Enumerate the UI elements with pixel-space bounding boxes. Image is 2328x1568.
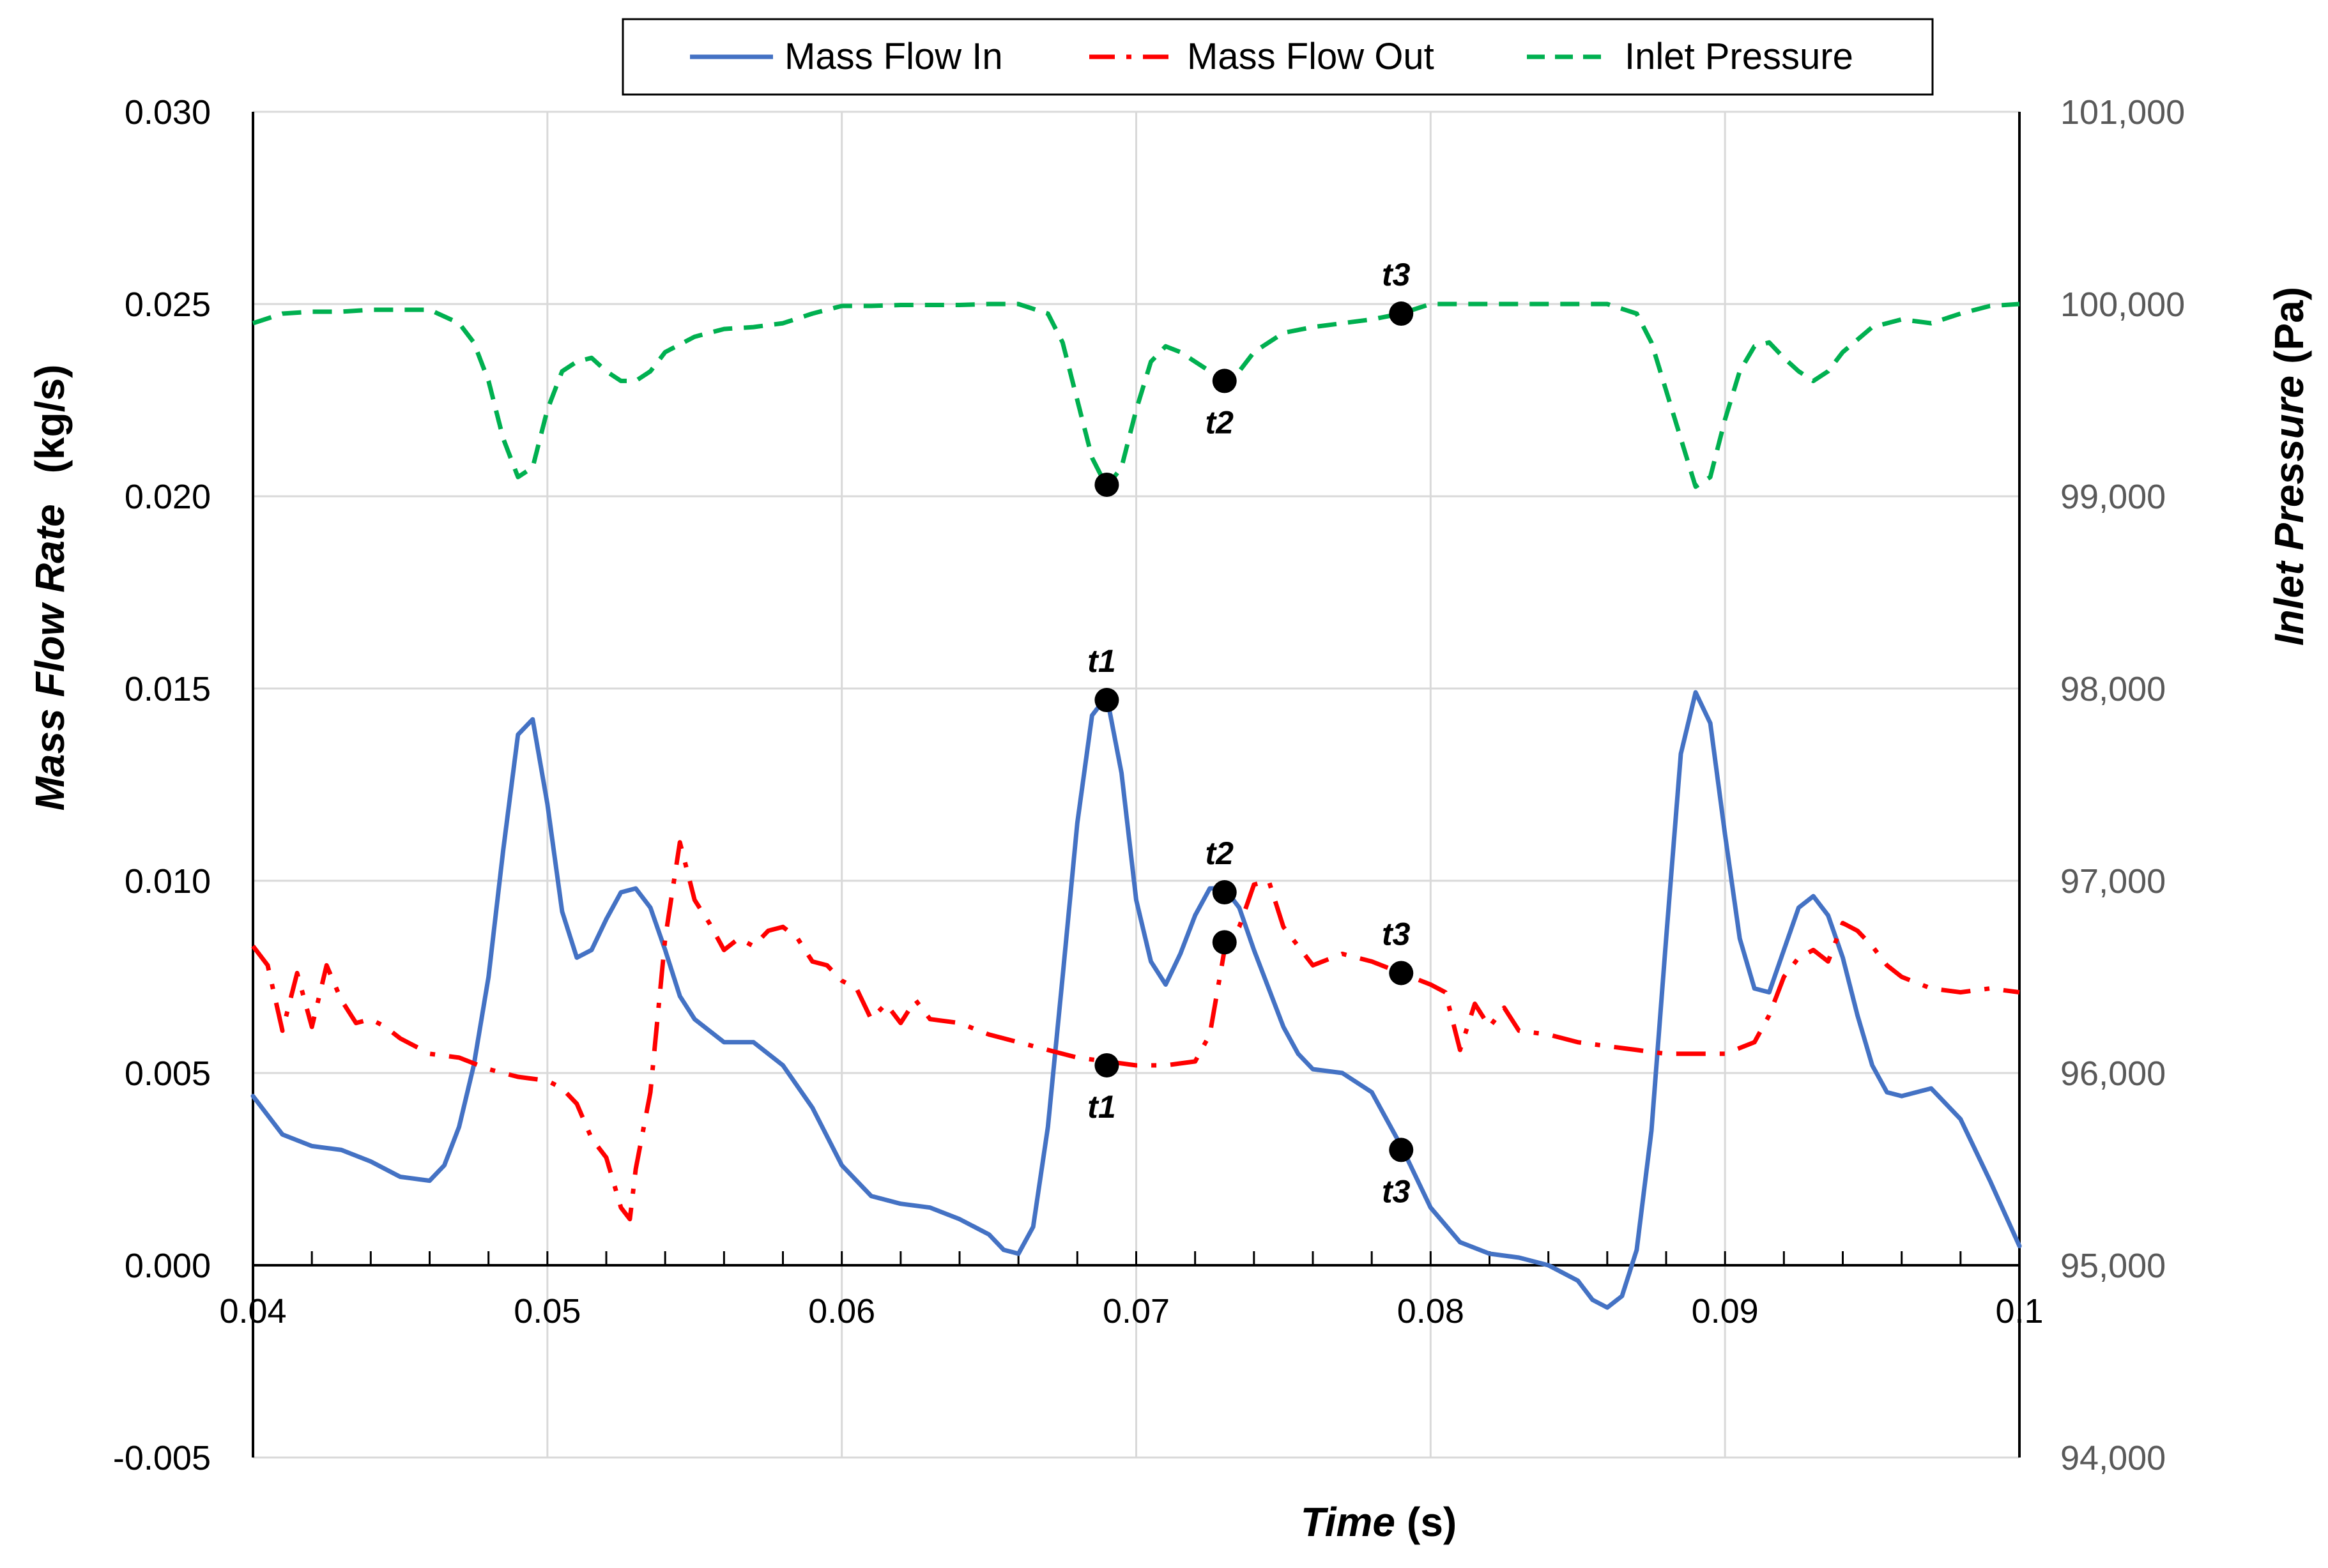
- y2-tick-label: 96,000: [2060, 1054, 2166, 1093]
- legend-box: [622, 18, 1934, 96]
- annotation-label-t2: t2: [1206, 404, 1234, 440]
- y-axis-ticks: -0.005 0.000 0.005 0.010 0.015 0.020 0.025 0.03…: [113, 93, 211, 1477]
- y2-tick-label: 94,000: [2060, 1439, 2166, 1477]
- y2-axis-title-main: Inlet Pressure: [2266, 376, 2312, 646]
- y2-axis-title-unit: (Pa): [2266, 287, 2312, 364]
- x-axis-title-unit: (s): [1407, 1499, 1457, 1545]
- y-axis-title-main: Mass Flow Rate: [27, 504, 73, 811]
- annotation-marker-t1: [1094, 688, 1119, 713]
- y2-axis-title: Inlet Pressure (Pa): [2266, 287, 2312, 646]
- annotation-label-t1: t1: [1087, 1089, 1115, 1125]
- series-line-mass-flow-in: [250, 690, 2022, 1310]
- y2-tick-label: 95,000: [2060, 1247, 2166, 1285]
- y2-tick-label: 100,000: [2060, 285, 2185, 324]
- annotation-label-t2: t2: [1206, 835, 1234, 871]
- annotation-marker-t2: [1212, 930, 1237, 955]
- y-axis-title: Mass Flow Rate (kg/s): [27, 365, 73, 811]
- x-tick-label: 0.06: [808, 1292, 875, 1330]
- y-tick-label: -0.005: [113, 1439, 211, 1477]
- y2-tick-label: 101,000: [2060, 93, 2185, 132]
- y-tick-label: 0.015: [125, 670, 211, 708]
- annotation-marker-t1: [1094, 472, 1119, 497]
- y-tick-label: 0.010: [125, 862, 211, 901]
- x-tick-label: 0.08: [1397, 1292, 1464, 1330]
- series-line-inlet-pressure: [252, 301, 2020, 489]
- y-tick-label: 0.030: [125, 93, 211, 132]
- annotation-marker-t2: [1212, 880, 1237, 905]
- x-axis-title-main: Time: [1301, 1499, 1395, 1545]
- y-tick-label: 0.005: [125, 1054, 211, 1093]
- legend-label-mass-flow-out: Mass Flow Out: [1187, 36, 1434, 77]
- legend-label-inlet-pressure: Inlet Pressure: [1625, 36, 1853, 77]
- annotation-marker-t3: [1389, 1138, 1414, 1162]
- x-tick-label: 0.1: [1995, 1292, 2043, 1330]
- x-axis-ticks: 0.04 0.05 0.06 0.07 0.08 0.09 0.1: [219, 1251, 2044, 1330]
- series: [250, 301, 2022, 1310]
- annotation-label-t3: t3: [1382, 1173, 1411, 1209]
- legend: Mass Flow In Mass Flow Out Inlet Pressur…: [622, 18, 1934, 96]
- x-tick-label: 0.05: [514, 1292, 581, 1330]
- annotation-label-t3: t3: [1382, 916, 1411, 952]
- annotation-marker-t3: [1389, 301, 1414, 326]
- y-tick-label: 0.000: [125, 1247, 211, 1285]
- annotation-label-t3: t3: [1382, 257, 1411, 293]
- annotation-label-t1: t1: [1087, 643, 1115, 679]
- y2-tick-label: 99,000: [2060, 478, 2166, 516]
- y2-tick-label: 97,000: [2060, 862, 2166, 901]
- y-tick-label: 0.020: [125, 478, 211, 516]
- x-tick-label: 0.09: [1692, 1292, 1759, 1330]
- y-axis-title-unit: (kg/s): [27, 365, 73, 474]
- y2-tick-label: 98,000: [2060, 670, 2166, 708]
- x-tick-label: 0.07: [1103, 1292, 1170, 1330]
- legend-label-mass-flow-in: Mass Flow In: [785, 36, 1003, 77]
- y-tick-label: 0.025: [125, 285, 211, 324]
- annotation-marker-t3: [1389, 961, 1414, 986]
- annotation-markers: t1 t2 t3 t1 t3 t2 t3: [1087, 257, 1414, 1209]
- annotation-marker-t2: [1212, 369, 1237, 393]
- x-tick-label: 0.04: [219, 1292, 286, 1330]
- x-axis-title: Time (s): [1301, 1499, 1457, 1545]
- annotation-marker-t1: [1094, 1053, 1119, 1077]
- y2-axis-ticks: 94,000 95,000 96,000 97,000 98,000 99,000 100,…: [2060, 93, 2185, 1477]
